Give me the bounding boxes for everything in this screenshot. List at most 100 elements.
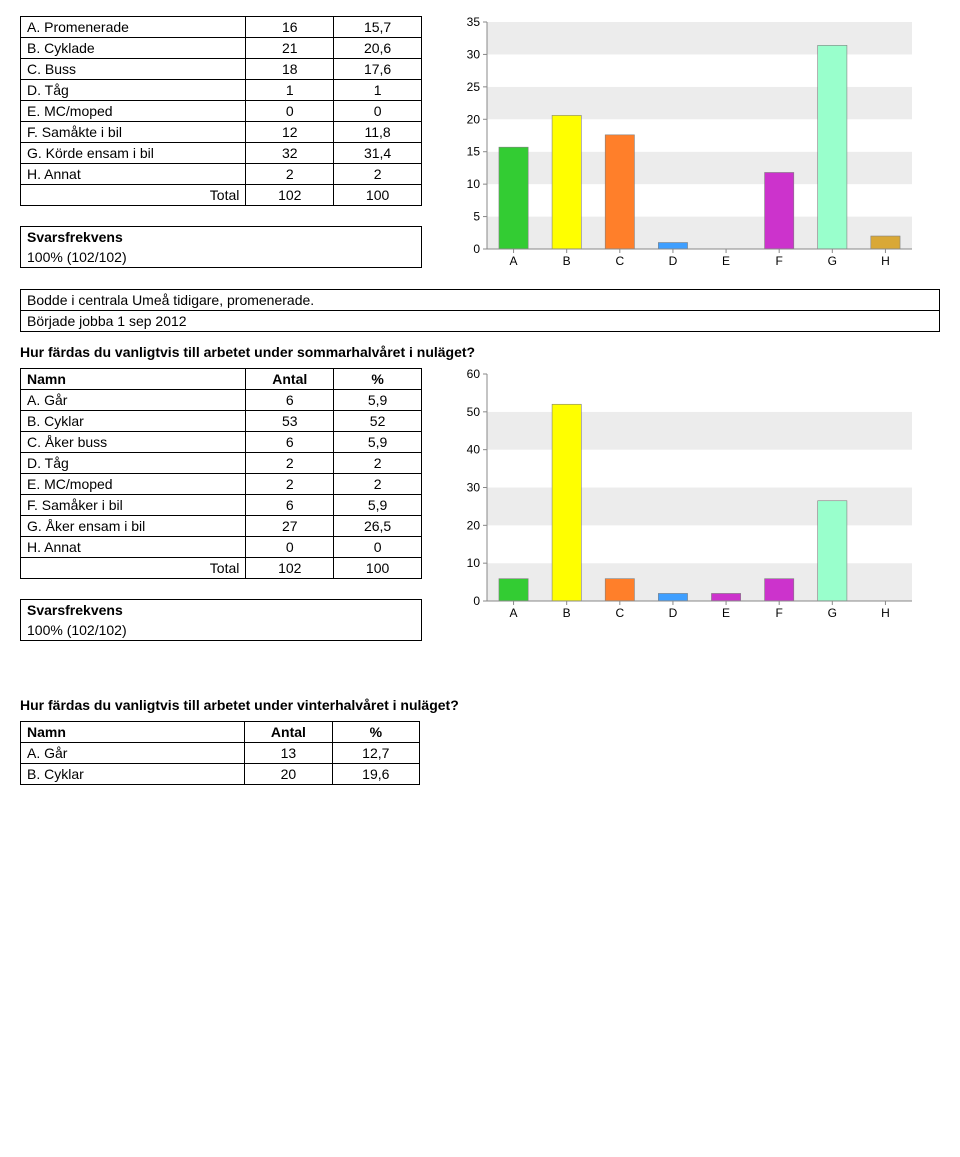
question2-title: Hur färdas du vanligtvis till arbetet un… (20, 344, 940, 360)
table-row: A. Promenerade1615,7 (21, 17, 422, 38)
row-n: 0 (246, 101, 334, 122)
svg-text:10: 10 (467, 177, 481, 191)
hdr-antal: Antal (246, 369, 334, 390)
row-n: 2 (246, 474, 334, 495)
row-n: 21 (246, 38, 334, 59)
svg-text:40: 40 (467, 443, 481, 457)
row-n: 53 (246, 411, 334, 432)
table-row: D. Tåg22 (21, 453, 422, 474)
total-n: 102 (246, 558, 334, 579)
svg-text:30: 30 (467, 47, 481, 61)
row-pct: 0 (334, 537, 422, 558)
row-label: C. Åker buss (21, 432, 246, 453)
svg-text:A: A (510, 254, 518, 268)
total-pct: 100 (334, 558, 422, 579)
svg-text:60: 60 (467, 368, 481, 381)
table-row: F. Samåkte i bil1211,8 (21, 122, 422, 143)
chart1-col: 05101520253035ABCDEFGH (452, 16, 940, 271)
row-pct: 2 (334, 474, 422, 495)
svg-text:5: 5 (473, 210, 480, 224)
row-label: D. Tåg (21, 80, 246, 101)
hdr-antal: Antal (245, 722, 332, 743)
row-n: 27 (246, 516, 334, 537)
svg-text:E: E (722, 254, 730, 268)
row-label: G. Åker ensam i bil (21, 516, 246, 537)
table-row: B. Cyklar5352 (21, 411, 422, 432)
hdr-pct: % (332, 722, 419, 743)
svg-text:D: D (669, 606, 678, 620)
row-label: A. Går (21, 743, 245, 764)
svg-text:20: 20 (467, 112, 481, 126)
row-label: H. Annat (21, 537, 246, 558)
table-total-row: Total102100 (21, 558, 422, 579)
table-row: C. Buss1817,6 (21, 59, 422, 80)
svg-text:35: 35 (467, 16, 481, 29)
row-label: G. Körde ensam i bil (21, 143, 246, 164)
table-header: NamnAntal% (21, 369, 422, 390)
comment-row: Började jobba 1 sep 2012 (21, 311, 939, 331)
row-n: 2 (246, 453, 334, 474)
row-n: 6 (246, 495, 334, 516)
row-pct: 1 (334, 80, 422, 101)
svg-text:G: G (828, 606, 837, 620)
row-n: 32 (246, 143, 334, 164)
comments-box: Bodde i centrala Umeå tidigare, promener… (20, 289, 940, 332)
svg-text:0: 0 (473, 594, 480, 608)
row-pct: 2 (334, 164, 422, 185)
svg-text:D: D (669, 254, 678, 268)
sv-title: Svarsfrekvens (21, 600, 421, 620)
sv-title: Svarsfrekvens (21, 227, 421, 247)
chart2: 0102030405060ABCDEFGH (452, 368, 922, 623)
row-label: E. MC/moped (21, 101, 246, 122)
row-pct: 5,9 (334, 495, 422, 516)
table-row: A. Går65,9 (21, 390, 422, 411)
svarsfrekvens-box: Svarsfrekvens 100% (102/102) (20, 226, 422, 268)
row-label: E. MC/moped (21, 474, 246, 495)
row-label: D. Tåg (21, 453, 246, 474)
table2-col: NamnAntal% A. Går65,9 B. Cyklar5352 C. Å… (20, 368, 422, 641)
table1-col: A. Promenerade1615,7 B. Cyklade2120,6 C.… (20, 16, 422, 271)
row-n: 1 (246, 80, 334, 101)
row-n: 12 (246, 122, 334, 143)
row-n: 2 (246, 164, 334, 185)
row-pct: 15,7 (334, 17, 422, 38)
section-table2-chart2: NamnAntal% A. Går65,9 B. Cyklar5352 C. Å… (20, 368, 940, 641)
table-header: NamnAntal% (21, 722, 420, 743)
row-pct: 31,4 (334, 143, 422, 164)
table-row: H. Annat00 (21, 537, 422, 558)
row-n: 6 (246, 432, 334, 453)
svg-text:H: H (881, 254, 890, 268)
svg-text:H: H (881, 606, 890, 620)
table-row: C. Åker buss65,9 (21, 432, 422, 453)
svg-text:A: A (510, 606, 518, 620)
row-pct: 19,6 (332, 764, 419, 785)
row-label: H. Annat (21, 164, 246, 185)
table-row: B. Cyklade2120,6 (21, 38, 422, 59)
row-label: F. Samåker i bil (21, 495, 246, 516)
sv-value: 100% (102/102) (21, 247, 421, 267)
table3: NamnAntal% A. Går1312,7 B. Cyklar2019,6 (20, 721, 420, 785)
row-label: A. Promenerade (21, 17, 246, 38)
chart2-col: 0102030405060ABCDEFGH (452, 368, 940, 641)
table-row: A. Går1312,7 (21, 743, 420, 764)
row-pct: 52 (334, 411, 422, 432)
svg-text:G: G (828, 254, 837, 268)
row-pct: 26,5 (334, 516, 422, 537)
row-pct: 5,9 (334, 390, 422, 411)
hdr-namn: Namn (21, 722, 245, 743)
svg-text:50: 50 (467, 405, 481, 419)
row-pct: 0 (334, 101, 422, 122)
table-row: F. Samåker i bil65,9 (21, 495, 422, 516)
table-row: H. Annat22 (21, 164, 422, 185)
total-label: Total (21, 558, 246, 579)
svg-text:25: 25 (467, 80, 481, 94)
row-label: B. Cyklar (21, 411, 246, 432)
row-n: 6 (246, 390, 334, 411)
table-total-row: Total102100 (21, 185, 422, 206)
svg-text:C: C (615, 606, 624, 620)
total-label: Total (21, 185, 246, 206)
svg-text:B: B (563, 606, 571, 620)
table-row: E. MC/moped00 (21, 101, 422, 122)
svg-text:20: 20 (467, 518, 481, 532)
row-n: 13 (245, 743, 332, 764)
